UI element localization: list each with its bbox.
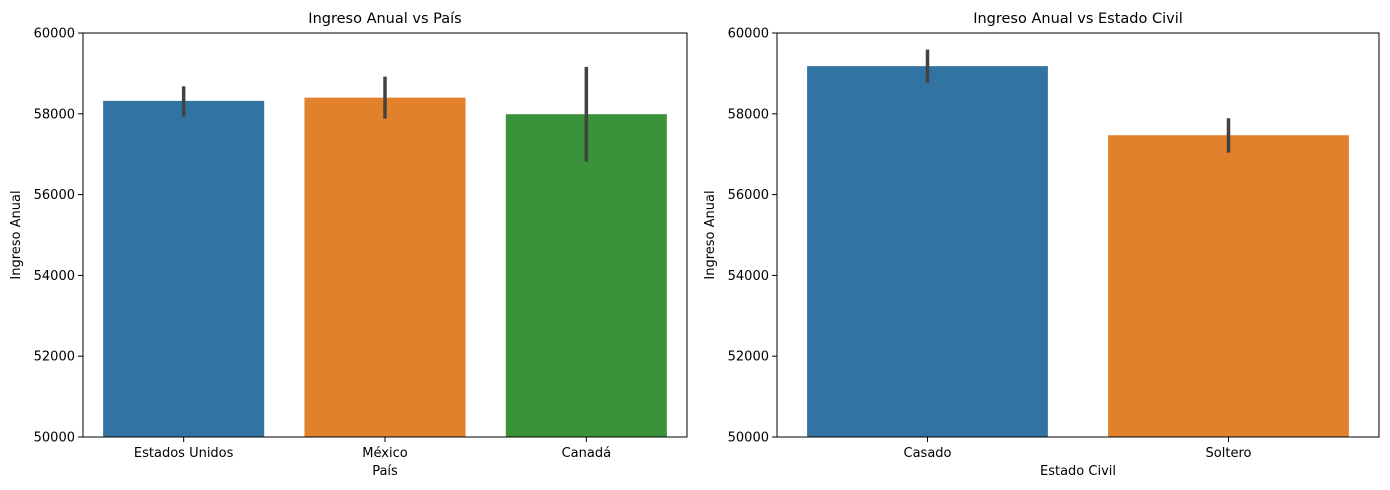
x-tick-label-0: Estados Unidos bbox=[134, 446, 234, 461]
y-tick-label-2: 54000 bbox=[34, 269, 75, 284]
y-tick-label-4: 58000 bbox=[34, 107, 75, 122]
x-tick-label-1: Soltero bbox=[1206, 446, 1252, 461]
bar-1 bbox=[304, 97, 466, 437]
axes-frame bbox=[776, 32, 1380, 438]
y-tick-label-2: 54000 bbox=[728, 269, 769, 284]
bar-2 bbox=[505, 114, 667, 437]
y-tick-label-3: 56000 bbox=[34, 188, 75, 203]
y-tick-label-1: 52000 bbox=[34, 350, 75, 365]
axes-frame bbox=[82, 32, 688, 438]
chart-ingreso-vs-pais: Estados Unidos México Canadá 50000 52000 5400… bbox=[9, 11, 688, 479]
bar-0 bbox=[103, 100, 265, 437]
x-axis-label: País bbox=[372, 464, 398, 479]
chart-title: Ingreso Anual vs País bbox=[308, 11, 461, 27]
chart-ingreso-vs-estado-civil: Casado Soltero 50000 52000 54000 56000 58000 60… bbox=[703, 11, 1380, 479]
chart-title: Ingreso Anual vs Estado Civil bbox=[973, 11, 1183, 27]
y-tick-label-0: 50000 bbox=[34, 431, 75, 446]
x-tick-label-2: Canadá bbox=[562, 446, 611, 461]
y-tick-label-3: 56000 bbox=[728, 188, 769, 203]
y-axis-label: Ingreso Anual bbox=[9, 190, 24, 279]
y-axis-label: Ingreso Anual bbox=[703, 190, 718, 279]
x-tick-label-1: México bbox=[362, 446, 407, 461]
y-tick-label-0: 50000 bbox=[728, 431, 769, 446]
x-tick-label-0: Casado bbox=[904, 446, 952, 461]
y-tick-label-1: 52000 bbox=[728, 350, 769, 365]
y-tick-label-4: 58000 bbox=[728, 107, 769, 122]
y-tick-label-5: 60000 bbox=[34, 27, 75, 42]
bar-1 bbox=[1108, 135, 1349, 437]
y-tick-label-5: 60000 bbox=[728, 27, 769, 42]
x-axis-label: Estado Civil bbox=[1040, 464, 1116, 479]
bar-0 bbox=[807, 66, 1048, 438]
